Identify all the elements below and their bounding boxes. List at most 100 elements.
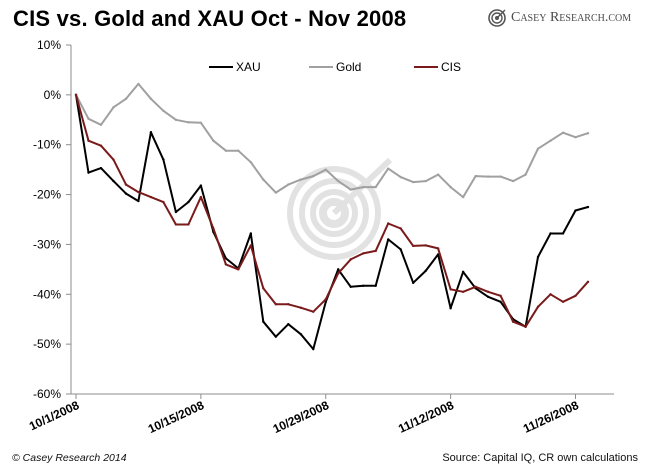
data-point-xau [262, 320, 265, 323]
data-point-xau [87, 171, 90, 174]
x-tick-label: 10/15/2008 [146, 398, 207, 436]
data-point-cis [187, 223, 190, 226]
data-point-cis [237, 268, 240, 271]
data-point-xau [424, 269, 427, 273]
data-point-cis [199, 195, 203, 199]
data-point-gold [162, 109, 165, 113]
data-point-gold [536, 147, 540, 150]
data-point-cis [212, 227, 215, 230]
data-point-gold [436, 173, 440, 176]
data-point-gold [212, 139, 215, 142]
y-tick-label: 0% [44, 88, 62, 102]
data-point-gold [274, 191, 278, 194]
data-point-cis [499, 294, 502, 297]
data-point-cis [137, 190, 140, 194]
source-note: Source: Capital IQ, CR own calculations [442, 452, 638, 464]
data-point-cis [436, 247, 440, 250]
data-point-xau [499, 300, 502, 303]
data-point-gold [499, 175, 502, 178]
data-point-cis [262, 287, 265, 290]
data-point-gold [586, 132, 590, 135]
data-point-gold [449, 185, 452, 189]
data-point-xau [99, 166, 103, 170]
data-point-gold [399, 175, 402, 179]
data-point-cis [174, 223, 178, 226]
data-point-gold [549, 139, 552, 142]
data-point-cis [536, 305, 540, 308]
data-point-gold [374, 185, 377, 189]
data-point-cis [486, 290, 490, 293]
x-tick-label: 10/1/2008 [27, 398, 82, 433]
data-point-xau [549, 232, 552, 235]
x-axis: 10/1/2008 10/15/2008 10/29/2008 11/12/2008 1… [27, 393, 614, 436]
data-point-xau [561, 232, 565, 235]
data-point-xau [386, 238, 390, 241]
data-point-gold [249, 160, 253, 164]
data-point-xau [199, 184, 203, 187]
data-point-xau [399, 248, 402, 251]
legend-label-xau: XAU [236, 60, 261, 74]
data-point-gold [224, 149, 228, 152]
y-tick-label: -50% [33, 337, 61, 351]
data-point-gold [299, 178, 302, 181]
series-group [74, 82, 590, 351]
data-point-xau [337, 268, 340, 271]
y-tick-label: -40% [33, 287, 61, 301]
data-point-cis [549, 293, 552, 296]
data-point-cis [99, 144, 103, 147]
data-point-gold [474, 174, 477, 178]
data-point-gold [187, 121, 190, 124]
data-point-gold [337, 179, 340, 183]
data-point-cis [349, 258, 352, 261]
data-point-gold [349, 188, 352, 191]
data-point-xau [299, 332, 302, 336]
data-point-cis [374, 249, 377, 253]
data-point-cis [324, 298, 327, 301]
copyright-text: © Casey Research 2014 [12, 452, 127, 464]
legend-label-gold: Gold [336, 60, 361, 74]
y-tick-label: -10% [33, 138, 61, 152]
data-point-cis [74, 93, 78, 97]
data-point-cis [511, 320, 515, 323]
data-point-gold [137, 82, 140, 86]
data-point-cis [586, 280, 590, 284]
data-point-cis [149, 195, 153, 199]
y-axis: 10% 0% -10% -20% -30% -40% -50% -60% [33, 38, 72, 401]
data-point-gold [237, 149, 240, 152]
data-point-xau [249, 232, 253, 235]
chart-title: CIS vs. Gold and XAU Oct - Nov 2008 [13, 6, 407, 31]
data-point-xau [362, 284, 365, 288]
data-point-xau [449, 307, 452, 310]
data-point-gold [149, 97, 153, 101]
data-point-gold [262, 178, 265, 181]
brand-name: Casey Research.com [511, 10, 632, 25]
data-point-cis [249, 244, 253, 247]
data-point-cis [474, 285, 477, 289]
data-point-gold [324, 168, 327, 171]
data-point-gold [386, 167, 390, 170]
data-point-xau [574, 209, 577, 212]
data-point-xau [374, 284, 377, 288]
data-point-xau [174, 210, 178, 214]
data-point-gold [424, 179, 427, 183]
x-tick-label: 10/29/2008 [271, 398, 332, 436]
data-point-cis [449, 288, 452, 291]
brand-logo: Casey Research.com [488, 7, 631, 29]
data-point-xau [124, 192, 128, 195]
data-point-xau [162, 158, 165, 161]
data-point-cis [162, 200, 165, 204]
data-point-xau [187, 200, 190, 204]
watermark-logo-icon [287, 157, 393, 260]
data-point-cis [524, 325, 527, 328]
data-point-gold [112, 106, 115, 109]
data-point-gold [99, 123, 103, 126]
data-point-cis [386, 222, 390, 225]
data-point-cis [362, 252, 365, 255]
data-point-gold [574, 136, 577, 139]
data-point-gold [486, 175, 490, 178]
legend: XAU Gold CIS [209, 60, 461, 74]
data-point-gold [287, 183, 290, 186]
data-point-gold [561, 131, 565, 134]
data-point-cis [399, 227, 402, 230]
